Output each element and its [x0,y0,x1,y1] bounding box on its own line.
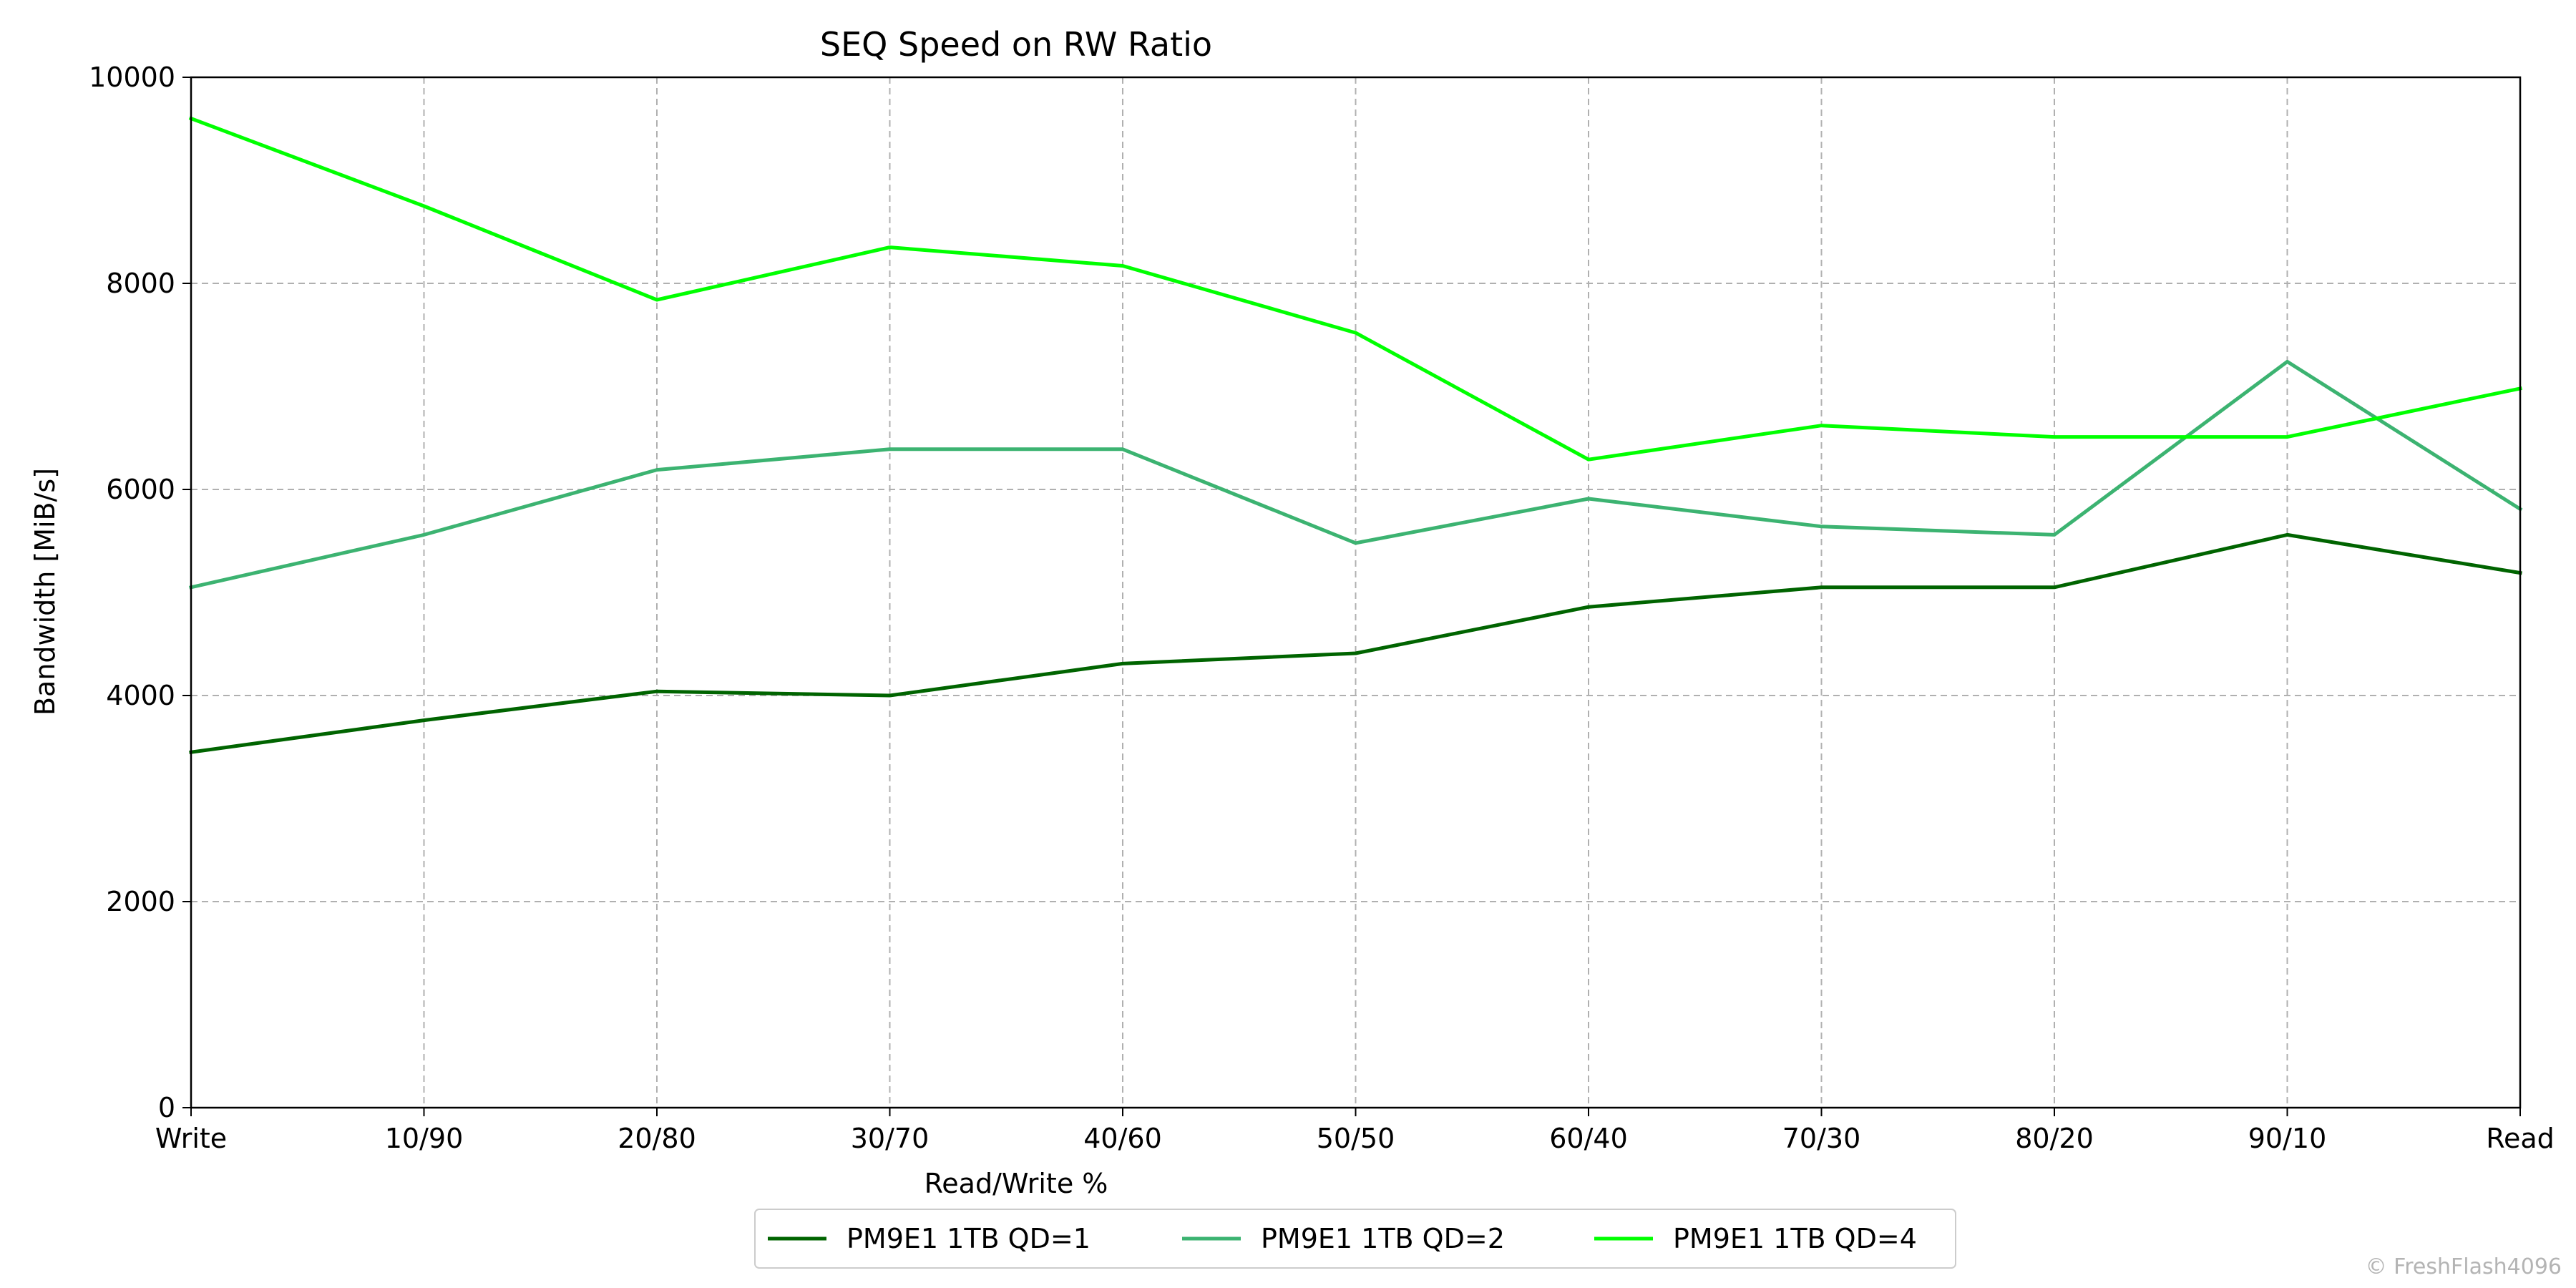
x-tick-label: 80/20 [2015,1123,2094,1154]
legend-label: PM9E1 1TB QD=4 [1673,1223,1917,1254]
series-line-qd2 [189,359,2523,590]
x-tick-label: 50/50 [1317,1123,1395,1154]
x-tick-label: 90/10 [2248,1123,2327,1154]
x-tick-label: 60/40 [1549,1123,1628,1154]
series-lines [188,116,2523,755]
legend-box [754,1209,1956,1269]
x-tick-label: Read [2486,1123,2554,1154]
legend: PM9E1 1TB QD=1 PM9E1 1TB QD=2 PM9E1 1TB QD… [754,1209,1956,1269]
y-tick-label: 8000 [106,268,175,299]
x-tick-label: 10/90 [385,1123,464,1154]
x-tick-label: Write [155,1123,227,1154]
x-tick-label: 30/70 [851,1123,930,1154]
watermark: © FreshFlash4096 [2365,1254,2562,1279]
x-tick-label: 70/30 [1782,1123,1861,1154]
x-axis-label: Read/Write % [924,1168,1108,1199]
x-axis-ticks: Write 10/90 20/80 30/70 40/60 50/50 60/40 70/30… [155,1108,2555,1154]
x-tick-label: 40/60 [1083,1123,1162,1154]
legend-label: PM9E1 1TB QD=1 [847,1223,1091,1254]
y-tick-label: 6000 [106,474,175,505]
y-tick-label: 10000 [89,62,175,93]
series-line-qd4 [188,116,2522,462]
y-tick-label: 4000 [106,680,175,711]
chart-title: SEQ Speed on RW Ratio [820,25,1212,64]
series-line-qd1 [189,532,2522,755]
y-tick-label: 0 [158,1092,175,1123]
y-axis-ticks: 0 2000 4000 6000 8000 10000 [89,62,191,1123]
legend-label: PM9E1 1TB QD=2 [1261,1223,1505,1254]
x-tick-label: 20/80 [618,1123,696,1154]
y-axis-label: Bandwidth [MiB/s] [29,468,61,716]
y-tick-label: 2000 [106,886,175,917]
